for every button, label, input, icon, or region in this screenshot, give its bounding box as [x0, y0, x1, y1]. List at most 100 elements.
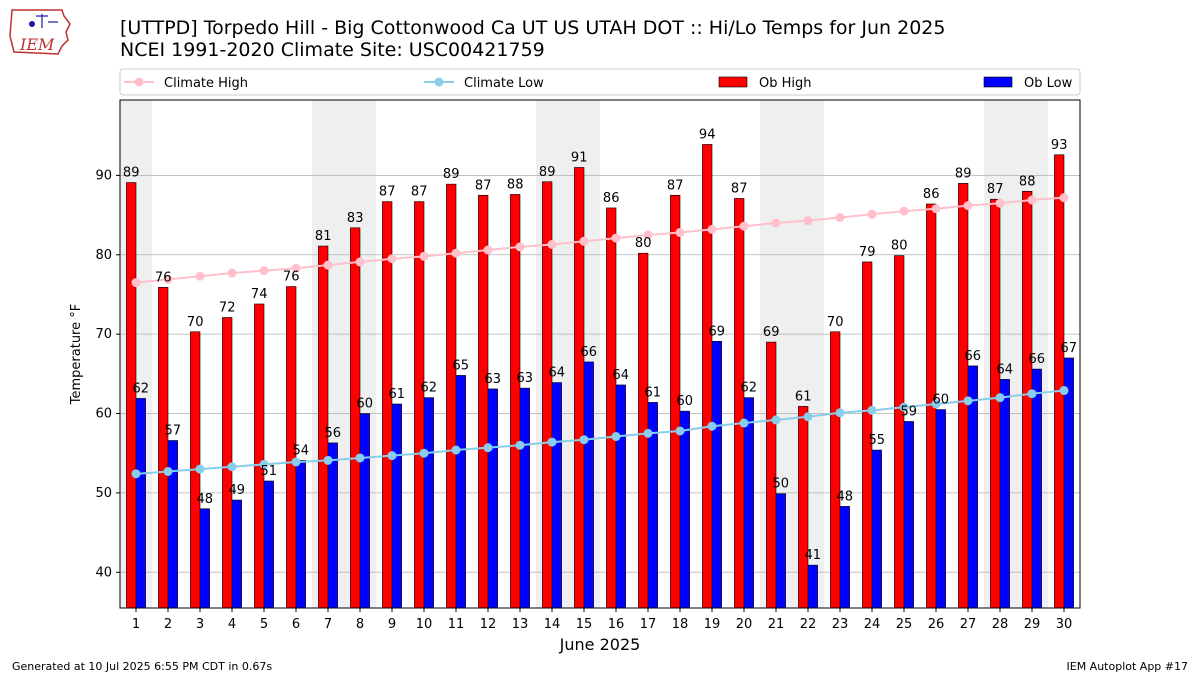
x-tick-label: 13 [512, 617, 529, 632]
climate-high-point [739, 221, 749, 231]
climate-high-point [547, 239, 557, 249]
climate-low-point [739, 418, 749, 428]
legend-label: Ob Low [1024, 76, 1073, 91]
x-tick-label: 2 [164, 617, 172, 632]
ob-low-label: 66 [965, 349, 982, 364]
climate-low-point [195, 464, 205, 474]
chart-title: [UTTPD] Torpedo Hill - Big Cottonwood Ca… [120, 17, 946, 39]
ob-low-bar [935, 409, 946, 609]
climate-high-point [1027, 195, 1037, 205]
climate-low-point [803, 412, 813, 422]
ob-low-label: 63 [485, 372, 502, 387]
climate-high-point [483, 245, 493, 255]
ob-high-label: 89 [955, 166, 972, 181]
ob-high-label: 87 [667, 178, 684, 193]
ob-high-bar [702, 144, 713, 609]
plot-frame [119, 99, 1081, 609]
ob-high-label: 88 [507, 177, 524, 192]
climate-low-point [707, 421, 717, 431]
x-tick-label: 26 [928, 617, 945, 632]
ob-low-label: 60 [677, 394, 694, 409]
ob-low-bar [551, 382, 562, 609]
ob-low-bar [1063, 357, 1074, 609]
legend-box [119, 68, 1081, 96]
climate-low-point [163, 466, 173, 476]
ob-low-label: 49 [229, 483, 246, 498]
climate-high-point [195, 271, 205, 281]
ob-low-bar [679, 410, 690, 609]
ob-high-label: 80 [635, 236, 652, 251]
ob-high-bar [958, 183, 969, 609]
x-tick-label: 3 [196, 617, 204, 632]
ob-low-label: 64 [549, 366, 566, 381]
climate-high-point [675, 228, 685, 238]
ob-low-label: 41 [805, 548, 822, 563]
ob-low-label: 62 [133, 381, 150, 396]
climate-high-point [643, 230, 653, 240]
iem-logo: IEM [9, 9, 71, 55]
x-tick-label: 23 [832, 617, 849, 632]
climate-low-point [419, 448, 429, 458]
climate-low-point [227, 462, 237, 472]
ob-low-label: 66 [581, 345, 598, 360]
climate-high-point [131, 278, 141, 288]
ob-low-bar [359, 413, 370, 609]
climate-high-point [771, 218, 781, 228]
legend-ob-high: Ob High [718, 76, 812, 91]
ob-high-label: 76 [155, 270, 172, 285]
climate-low-point [323, 455, 333, 465]
ob-low-label: 65 [453, 358, 470, 373]
climate-high-line [135, 196, 1065, 284]
x-tick-label: 10 [416, 617, 433, 632]
ob-low-label: 69 [709, 324, 726, 339]
climate-high-point [1059, 193, 1069, 203]
ob-high-label: 79 [859, 245, 876, 260]
x-tick-label: 7 [324, 617, 332, 632]
legend-climate-low: Climate Low [424, 76, 544, 91]
x-tick-label: 14 [544, 617, 561, 632]
x-tick-label: 22 [800, 617, 817, 632]
y-tick-label: 50 [95, 486, 112, 501]
climate-low-point [1027, 389, 1037, 399]
ob-high-label: 86 [603, 191, 620, 206]
ob-low-bar [231, 499, 242, 609]
climate-high-point [995, 198, 1005, 208]
climate-low-point [931, 399, 941, 409]
climate-low-point [1059, 386, 1069, 396]
ob-low-bar [167, 440, 178, 609]
ob-low-label: 60 [357, 397, 374, 412]
ob-low-bar [711, 340, 722, 609]
generated-timestamp: Generated at 10 Jul 2025 6:55 PM CDT in … [12, 660, 273, 673]
ob-low-bar [327, 442, 338, 609]
ob-low-bar [391, 403, 402, 609]
ob-low-label: 60 [933, 393, 950, 408]
ob-high-label: 83 [347, 211, 364, 226]
climate-high-point [867, 209, 877, 219]
legend-ob-low: Ob Low [983, 76, 1073, 91]
ob-high-bar [894, 255, 905, 609]
ob-low-bar [615, 384, 626, 609]
climate-high-point [163, 274, 173, 284]
x-tick-label: 27 [960, 617, 977, 632]
ob-low-bar [487, 388, 498, 609]
climate-high-point [227, 268, 237, 278]
x-tick-label: 8 [356, 617, 364, 632]
ob-low-label: 64 [613, 368, 630, 383]
legend-label: Climate Low [464, 76, 544, 91]
y-tick-label: 80 [95, 248, 112, 263]
climate-high-point [611, 233, 621, 243]
ob-high-label: 89 [443, 167, 460, 182]
x-tick-label: 24 [864, 617, 881, 632]
climate-high-point [835, 212, 845, 222]
climate-low-point [483, 443, 493, 453]
ob-low-label: 55 [869, 433, 886, 448]
legend-label: Ob High [759, 76, 812, 91]
ob-low-label: 59 [901, 404, 918, 419]
ob-high-label: 86 [923, 187, 940, 202]
legend-label: Climate High [164, 76, 248, 91]
ob-high-bar [446, 183, 457, 609]
x-tick-label: 19 [704, 617, 721, 632]
legend-marker [134, 77, 144, 87]
x-tick-label: 25 [896, 617, 913, 632]
